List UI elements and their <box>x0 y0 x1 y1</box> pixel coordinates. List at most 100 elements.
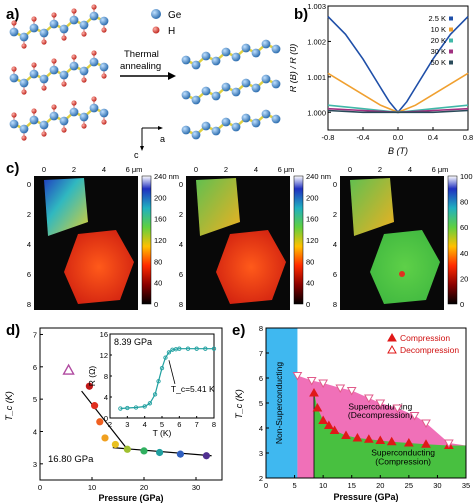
inset-y-tick-label: 4 <box>104 393 108 402</box>
compression-point <box>329 425 340 434</box>
ge-atom <box>79 20 89 30</box>
h-atom <box>81 123 87 129</box>
x-tick-label: -0.8 <box>322 133 335 142</box>
scale-x-label: 2 <box>378 165 382 174</box>
scale-y-label: 0 <box>27 180 31 189</box>
h-atom <box>41 39 47 45</box>
h-atom <box>11 66 17 72</box>
scale-x-label: 2 <box>72 165 76 174</box>
scale-y-label: 0 <box>333 180 337 189</box>
y-tick-label: 1.000 <box>307 108 326 117</box>
h-atom <box>91 4 97 10</box>
colorbar-label: 0 <box>154 300 158 309</box>
colorbar-label: 0 <box>306 300 310 309</box>
ge-atom <box>261 74 271 84</box>
x-axis-label: B (T) <box>388 146 408 156</box>
axis-a-label: a <box>160 134 165 144</box>
ge-atom <box>251 118 261 128</box>
colorbar-label: 120 <box>154 236 167 245</box>
decompression-point <box>62 363 75 375</box>
ge-atom <box>241 43 251 53</box>
scale-x-label: 0 <box>194 165 198 174</box>
h-atom <box>81 31 87 37</box>
inset-y-tick-label: 16 <box>100 330 108 339</box>
h-atom <box>91 96 97 102</box>
ge-atom <box>181 90 191 100</box>
colorbar-label: 200 <box>154 193 167 202</box>
ge-atom <box>211 56 221 66</box>
y-tick-label: 8 <box>259 324 263 333</box>
ge-atom <box>191 60 201 70</box>
inset-point <box>152 392 158 397</box>
y-tick-label: 4 <box>33 427 37 436</box>
inset-point <box>159 365 165 371</box>
plot-frame <box>39 327 223 481</box>
ge-atom <box>241 78 251 88</box>
panel-b-chart: -0.8 -0.4 0.0 0.4 0.8 1.000 1.001 1.002 1.003 2.… <box>290 2 473 156</box>
ge-atom <box>9 119 19 129</box>
ge-atom <box>271 79 281 89</box>
ge-atom <box>29 69 39 79</box>
x-tick-label: 35 <box>462 481 470 490</box>
compression-region <box>314 393 466 478</box>
colorbar-label: 200 <box>306 193 319 202</box>
ge-atom <box>211 126 221 136</box>
legend-label: 30 K <box>431 47 446 56</box>
arrow-head-icon <box>168 72 176 80</box>
flake-small <box>350 178 394 236</box>
ge-atom <box>191 130 201 140</box>
panel-label-d: d) <box>6 322 21 339</box>
data-point <box>111 440 119 449</box>
x-tick-label: 0 <box>38 483 42 492</box>
data-point <box>123 445 131 453</box>
flake-small <box>196 178 240 236</box>
ge-atom <box>89 57 99 67</box>
y-tick-label: 5 <box>33 395 37 404</box>
legend-label: 20 K <box>431 36 446 45</box>
layered-structure-annealed <box>181 39 281 140</box>
y-axis-label: T_c (K) <box>4 391 14 421</box>
region-label-decompression-2: (Decompression) <box>348 410 413 420</box>
colorbar-label: 80 <box>154 257 162 266</box>
ge-atom <box>29 115 39 125</box>
h-atom <box>31 62 37 68</box>
compression-point <box>421 439 431 448</box>
ge-atom <box>221 47 231 57</box>
ge-atom <box>231 52 241 62</box>
colorbar-label: 160 <box>154 215 167 224</box>
region-label-compression: Superconducting <box>371 448 435 458</box>
ge-atom <box>79 112 89 122</box>
inset-point <box>163 355 168 360</box>
ge-atom <box>271 44 281 54</box>
ge-atom <box>191 95 201 105</box>
y-axis-label: R (B) / R (0) <box>290 44 298 93</box>
inset-x-tick-label: 2 <box>108 420 112 429</box>
compression-point <box>323 420 334 429</box>
axis-c-label: c <box>134 150 139 160</box>
ge-atom <box>251 48 261 58</box>
colorbar-label: 80 <box>306 257 314 266</box>
ge-atom <box>9 27 19 37</box>
fit-line-1 <box>81 390 128 450</box>
ge-atom <box>89 11 99 21</box>
inset-x-tick-label: 4 <box>143 420 147 429</box>
inset-point <box>211 346 217 351</box>
scale-x-label: 0 <box>42 165 46 174</box>
y-tick-label: 4 <box>259 424 263 433</box>
inset-point <box>147 401 153 406</box>
colorbar-label: 60 <box>460 223 468 232</box>
compression-point <box>352 432 363 442</box>
ge-atom <box>19 78 29 88</box>
h-atom <box>51 12 57 18</box>
h-atom <box>61 81 67 87</box>
scale-x-label: 0 <box>348 165 352 174</box>
h-atom <box>21 135 27 141</box>
ge-atom <box>261 39 271 49</box>
colorbar-label: 120 <box>306 236 319 245</box>
ge-atom <box>201 121 211 131</box>
ge-atom <box>59 24 69 34</box>
h-atom <box>31 16 37 22</box>
data-point <box>140 447 148 455</box>
scale-y-label: 4 <box>27 240 31 249</box>
inset-point <box>185 346 191 351</box>
